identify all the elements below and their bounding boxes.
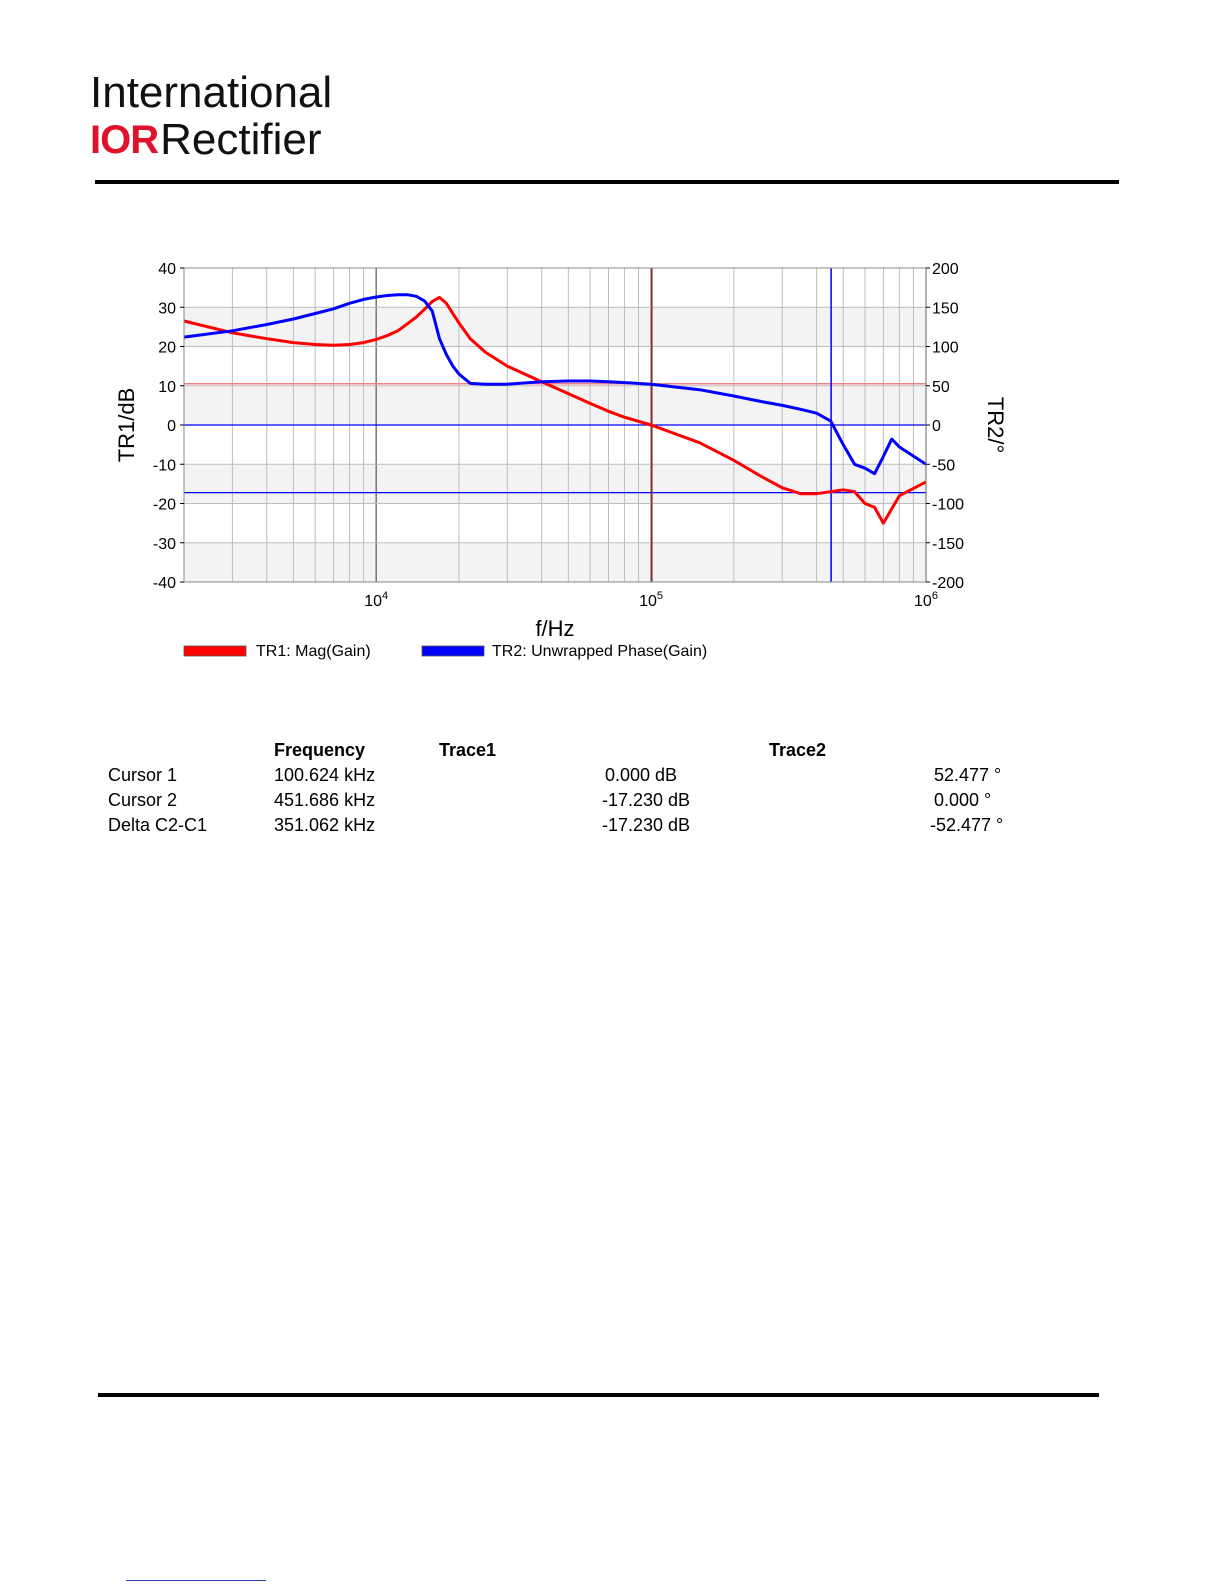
cursor-table: Frequency Trace1 Trace2 Cursor 1 100.624… xyxy=(108,740,1138,840)
bode-plot: 403020100-10-20-30-40200150100500-50-100… xyxy=(114,261,1008,660)
header-trace1: Trace1 xyxy=(439,740,497,760)
y-right-tick-label: 150 xyxy=(932,300,959,317)
header-frequency: Frequency xyxy=(274,740,366,760)
series-line-trace1 xyxy=(183,295,927,525)
logo-ior-mark: IOR xyxy=(90,118,159,162)
x-tick-label: 105 xyxy=(639,590,663,610)
row-trace1: -17.230 dB xyxy=(602,790,691,810)
y-tick-label: 20 xyxy=(158,340,176,357)
legend-swatch-trace1 xyxy=(183,645,247,657)
footer-rule xyxy=(98,1393,1099,1397)
legend-label-trace2: TR2: Unwrapped Phase(Gain) xyxy=(492,643,707,660)
y-tick-label: -40 xyxy=(153,575,176,592)
y-tick-label: 10 xyxy=(158,379,176,396)
row-trace1: -17.230 dB xyxy=(602,815,691,835)
y-right-tick-label: 100 xyxy=(932,340,959,357)
logo-text-rectifier: Rectifier xyxy=(160,115,322,164)
y-right-tick-label: 200 xyxy=(932,261,959,278)
y-right-tick-label: 50 xyxy=(932,379,950,396)
x-tick-label: 104 xyxy=(364,590,388,610)
y-right-tick-label: -50 xyxy=(932,457,955,474)
header-trace2: Trace2 xyxy=(769,740,827,760)
company-logo: International IORRectifier xyxy=(90,68,410,168)
series-line-trace2 xyxy=(183,293,927,476)
row-frequency: 451.686 kHz xyxy=(274,790,376,810)
logo-text-international: International xyxy=(90,68,333,117)
y-tick-label: 0 xyxy=(167,418,176,435)
y-tick-label: -30 xyxy=(153,536,176,553)
header-rule xyxy=(95,180,1119,184)
y-tick-label: -20 xyxy=(153,497,176,514)
y-right-tick-label: -200 xyxy=(932,575,964,592)
x-axis-label: f/Hz xyxy=(535,616,574,641)
row-trace2: 52.477 ° xyxy=(934,765,1002,785)
y-right-tick-label: -150 xyxy=(932,536,964,553)
row-trace2: 0.000 ° xyxy=(934,790,992,810)
y-right-tick-label: -100 xyxy=(932,497,964,514)
y-tick-label: 40 xyxy=(158,261,176,278)
legend-swatch-trace2 xyxy=(421,645,485,657)
plot-band xyxy=(184,464,926,504)
row-label: Delta C2-C1 xyxy=(108,815,208,835)
plot-band xyxy=(184,307,926,347)
row-trace2: -52.477 ° xyxy=(930,815,1004,835)
y-right-tick-label: 0 xyxy=(932,418,941,435)
row-label: Cursor 1 xyxy=(108,765,178,785)
row-frequency: 351.062 kHz xyxy=(274,815,376,835)
legend-label-trace1: TR1: Mag(Gain) xyxy=(256,643,371,660)
logo-line-two: IORRectifier xyxy=(90,118,322,166)
x-tick-label: 106 xyxy=(914,590,938,610)
plot-band xyxy=(184,542,926,582)
plot-band xyxy=(184,385,926,425)
y-tick-label: -10 xyxy=(153,457,176,474)
y-tick-label: 30 xyxy=(158,300,176,317)
y-right-axis-label: TR2/° xyxy=(983,397,1008,453)
y-axis-label: TR1/dB xyxy=(114,388,139,463)
row-trace1: 0.000 dB xyxy=(605,765,678,785)
footer-link-underline xyxy=(126,1580,266,1581)
row-label: Cursor 2 xyxy=(108,790,178,810)
row-frequency: 100.624 kHz xyxy=(274,765,376,785)
